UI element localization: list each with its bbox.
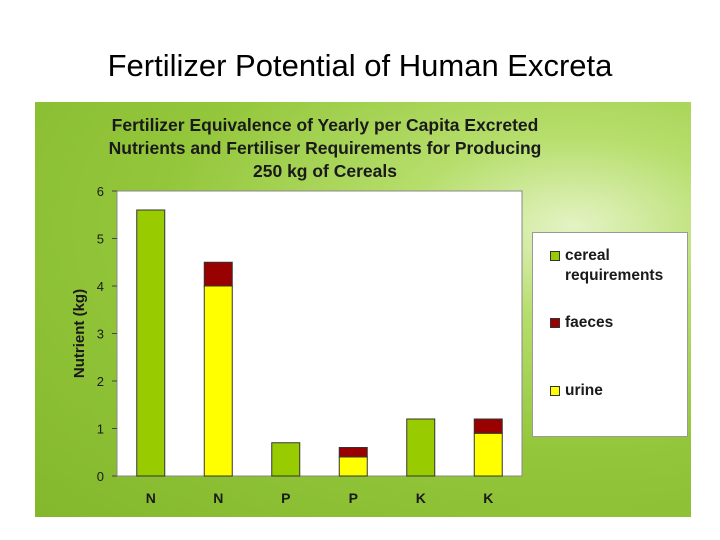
legend-swatch-faeces: [550, 318, 560, 328]
x-tick-label: K: [483, 490, 493, 506]
chart-title-line-3: 250 kg of Cereals: [253, 160, 397, 181]
bar-urine-5: [473, 432, 503, 477]
chart-title: Fertilizer Equivalence of Yearly per Cap…: [75, 114, 575, 182]
bar-faeces-5: [473, 418, 503, 434]
y-tick-label: 4: [97, 279, 104, 294]
bar-chart: 0 1 2 3 4 5 6 Nutrient (kg) N N P P K K: [71, 184, 523, 506]
y-tick-label: 2: [97, 374, 104, 389]
y-tick-label: 1: [97, 422, 104, 437]
bar-urine-1: [203, 285, 233, 477]
x-tick-label: P: [349, 490, 358, 506]
legend-swatch-cereal-requirements: [550, 251, 560, 261]
bar-cereal-requirements-4: [406, 418, 436, 477]
legend-item-faeces: faeces: [550, 313, 613, 333]
y-tick-label: 0: [97, 469, 104, 484]
bar-urine-3: [338, 456, 368, 477]
y-tick-label: 5: [97, 232, 104, 247]
legend-label-cereal-line-2: requirements: [565, 267, 664, 285]
plot-area: [116, 190, 523, 477]
y-tick-label: 3: [97, 327, 104, 342]
x-tick-label: P: [281, 490, 290, 506]
x-tick-label: N: [146, 490, 156, 506]
y-axis-label: Nutrient (kg): [71, 289, 88, 378]
bar-faeces-1: [203, 261, 233, 287]
chart-legend: cereal requirements faeces urine: [532, 232, 688, 437]
chart-title-line-1: Fertilizer Equivalence of Yearly per Cap…: [111, 115, 539, 135]
x-tick-label: K: [416, 490, 426, 506]
y-tick-label: 6: [97, 184, 104, 199]
chart-panel: Fertilizer Equivalence of Yearly per Cap…: [35, 102, 691, 517]
bar-cereal-requirements-2: [271, 442, 301, 477]
legend-label-faeces: faeces: [565, 314, 614, 331]
bar-cereal-requirements-0: [136, 209, 166, 477]
chart-title-line-2: Nutrients and Fertiliser Requirements fo…: [108, 137, 542, 158]
legend-item-urine: urine: [550, 381, 603, 401]
x-tick-label: N: [213, 490, 223, 506]
legend-item-cereal-requirements: cereal requirements: [550, 246, 663, 286]
bar-faeces-3: [338, 447, 368, 458]
slide-title: Fertilizer Potential of Human Excreta: [107, 48, 613, 83]
legend-label-urine: urine: [565, 382, 603, 399]
legend-swatch-urine: [550, 386, 560, 396]
legend-label-cereal-line-1: cereal: [565, 247, 610, 264]
